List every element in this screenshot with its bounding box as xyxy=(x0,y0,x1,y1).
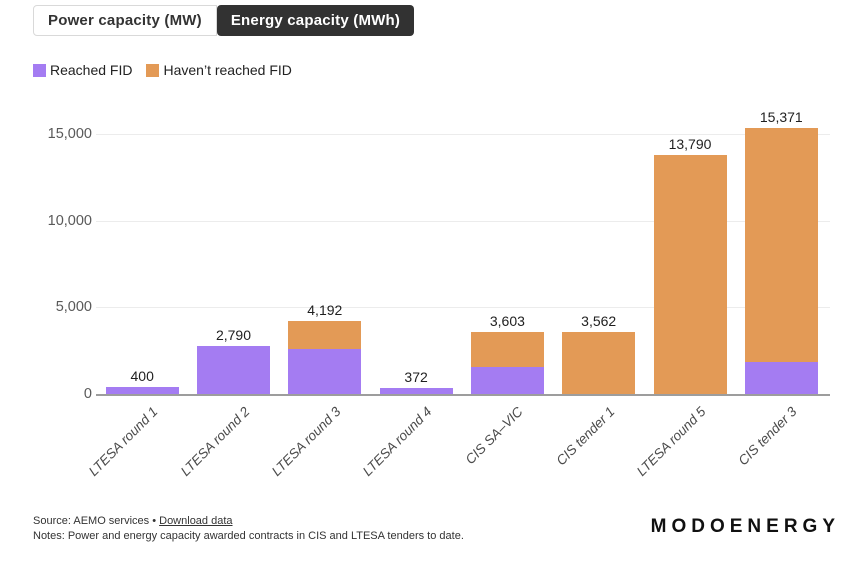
source-text: Source: AEMO services • xyxy=(33,515,157,527)
gridline xyxy=(96,220,830,222)
download-data-link[interactable]: Download data xyxy=(159,515,233,527)
bar-segment-reached-fid[interactable] xyxy=(470,367,544,394)
x-axis-category-label: LTESA round 1 xyxy=(85,404,161,479)
x-axis-category-label: LTESA round 3 xyxy=(268,404,344,479)
y-axis-tick-label: 0 xyxy=(83,386,92,402)
modo-energy-logo: MODOENERGY xyxy=(650,516,840,537)
x-axis-category-label: LTESA round 5 xyxy=(633,404,709,479)
legend-label: Haven’t reached FID xyxy=(163,62,292,78)
x-axis-category-label: CIS SA–VIC xyxy=(462,404,526,468)
x-axis-category-label: CIS tender 3 xyxy=(735,404,800,469)
bar-segment-not-reached-fid[interactable] xyxy=(470,331,544,368)
legend-item-reached-fid[interactable]: Reached FID xyxy=(33,62,132,78)
bar-segment-not-reached-fid[interactable] xyxy=(288,321,362,350)
bar-segment-not-reached-fid[interactable] xyxy=(653,155,727,394)
bar-value-label: 15,371 xyxy=(759,108,803,125)
bar-value-label: 3,562 xyxy=(581,313,617,330)
gridline xyxy=(96,307,830,309)
legend-label: Reached FID xyxy=(50,62,133,78)
bar-value-label: 4,192 xyxy=(307,302,343,319)
bar-segment-reached-fid[interactable] xyxy=(288,349,362,394)
bar-segment-reached-fid[interactable] xyxy=(379,387,453,394)
not-reached-fid-swatch-icon xyxy=(146,63,160,77)
source-line: Source: AEMO services • Download data xyxy=(33,514,464,529)
x-axis-line xyxy=(96,394,830,396)
legend: Reached FID Haven’t reached FID xyxy=(33,62,292,78)
x-axis-category-label: CIS tender 1 xyxy=(553,404,618,469)
x-axis-category-label: LTESA round 4 xyxy=(359,404,435,479)
bar-value-label: 400 xyxy=(130,368,154,385)
footer: Source: AEMO services • Download data No… xyxy=(33,514,464,543)
x-axis-category-label: LTESA round 2 xyxy=(177,404,253,479)
bar-segment-reached-fid[interactable] xyxy=(197,345,270,394)
bar-segment-reached-fid[interactable] xyxy=(744,361,818,394)
reached-fid-swatch-icon xyxy=(33,63,46,77)
bar-segment-not-reached-fid[interactable] xyxy=(562,332,636,394)
bar-segment-not-reached-fid[interactable] xyxy=(744,127,818,362)
y-axis-tick-label: 15,000 xyxy=(47,126,92,143)
bar-value-label: 372 xyxy=(404,368,428,385)
power-capacity-toggle-button[interactable]: Power capacity (MW) xyxy=(33,5,217,36)
bar-value-label: 13,790 xyxy=(668,136,712,153)
notes-line: Notes: Power and energy capacity awarded… xyxy=(33,529,464,542)
bar-value-label: 2,790 xyxy=(215,326,252,343)
energy-capacity-toggle-button[interactable]: Energy capacity (MWh) xyxy=(216,5,415,36)
legend-item-not-reached-fid[interactable]: Haven’t reached FID xyxy=(146,62,292,78)
y-axis-tick-label: 5,000 xyxy=(55,299,92,316)
y-axis-tick-label: 10,000 xyxy=(47,212,92,229)
bar-segment-reached-fid[interactable] xyxy=(105,387,179,394)
bar-value-label: 3,603 xyxy=(489,312,525,329)
gridline xyxy=(96,134,830,136)
capacity-toggle: Power capacity (MW) Energy capacity (MWh… xyxy=(33,5,415,36)
